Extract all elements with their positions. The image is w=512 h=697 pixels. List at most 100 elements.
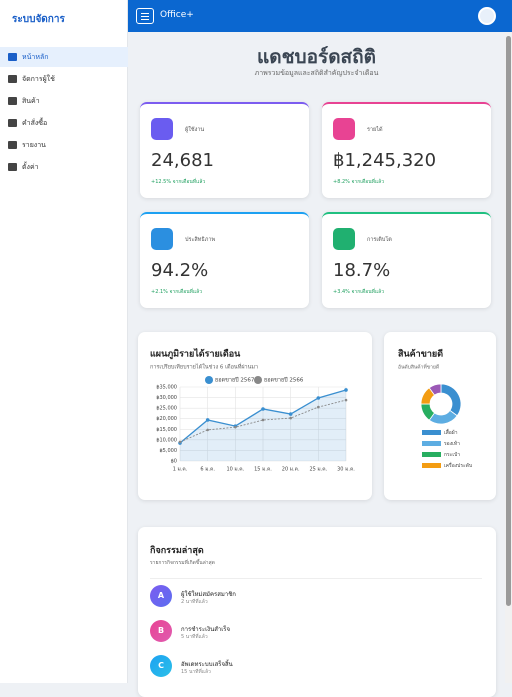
menu-item[interactable]: สินค้า — [0, 91, 128, 111]
y-tick-label: ฿15,000 — [156, 427, 177, 433]
y-tick-label: ฿20,000 — [156, 416, 177, 422]
point — [178, 440, 182, 444]
legend-swatch — [254, 376, 262, 384]
donut-chart: สินค้าขายดีอันดับสินค้าที่ขายดีเสื้อผ้าร… — [397, 349, 472, 480]
stat-card: ผู้ใช้งาน 24,681 +12.5% จากเดือนที่แล้ว — [140, 102, 309, 198]
menu-item[interactable]: คำสั่งซื้อ — [0, 113, 128, 133]
menu-icon — [8, 141, 17, 149]
x-tick-label: 1 ม.ค. — [173, 467, 188, 473]
legend-swatch — [422, 430, 441, 435]
page-title: แดชบอร์ดสถิติ — [257, 46, 376, 68]
line-chart: แผนภูมิรายได้รายเดือนการเปรียบเทียบรายได… — [150, 348, 355, 473]
y-tick-label: ฿25,000 — [156, 406, 177, 412]
activity-item-title: อัพเดทระบบเสร็จสิ้น — [181, 661, 233, 668]
donut-slice — [428, 383, 442, 396]
legend-swatch — [422, 463, 441, 468]
stat-value: 18.7% — [333, 260, 391, 281]
area — [180, 389, 346, 461]
legend-swatch — [422, 474, 441, 479]
chart-title: แผนภูมิรายได้รายเดือน — [150, 348, 241, 360]
point — [316, 396, 321, 400]
legend-label: เสื้อผ้า — [444, 427, 458, 436]
menu-icon — [8, 75, 17, 83]
legend-label: รองเท้า — [444, 440, 460, 447]
menu-item[interactable]: จัดการผู้ใช้ — [0, 69, 128, 89]
x-tick-label: 15 ม.ค. — [254, 467, 272, 473]
point — [289, 416, 292, 420]
x-tick-label: 25 ม.ค. — [309, 467, 327, 473]
x-tick-label: 10 ม.ค. — [226, 467, 244, 473]
sidebar: ระบบจัดการหน้าหลักจัดการผู้ใช้สินค้าคำสั… — [0, 0, 128, 683]
scroll-thumb[interactable] — [506, 36, 511, 606]
stat-value: 94.2% — [151, 260, 209, 281]
point — [234, 425, 237, 429]
point — [344, 398, 348, 402]
stat-label: ผู้ใช้งาน — [185, 127, 205, 133]
legend-label: ยอดขายปี 2567 — [215, 377, 255, 384]
legend-label: อื่นๆ — [444, 473, 453, 480]
chart-title: สินค้าขายดี — [397, 349, 443, 360]
y-tick-label: ฿35,000 — [156, 385, 177, 391]
point — [344, 388, 348, 392]
menu-icon — [8, 119, 17, 127]
menu-label: สินค้า — [22, 97, 40, 105]
topbar: Office+ — [128, 0, 512, 32]
menu-label: หน้าหลัก — [22, 53, 49, 61]
stat-value: ฿1,245,320 — [333, 150, 437, 171]
stat-label: การเติบโต — [367, 237, 392, 243]
point — [261, 418, 265, 422]
menu-item[interactable]: หน้าหลัก — [0, 47, 128, 67]
sidebar-title: ระบบจัดการ — [12, 14, 65, 25]
menu-icon — [8, 53, 17, 61]
menu-item[interactable]: รายงาน — [0, 135, 128, 155]
activity-item-time: 2 นาทีที่แล้ว — [181, 599, 208, 605]
legend-label: กระเป๋า — [444, 451, 460, 458]
page-subtitle: ภาพรวมข้อมูลและสถิติสำคัญประจำเดือน — [254, 69, 379, 77]
activity-card: กิจกรรมล่าสุด รายการกิจกรรมที่เกิดขึ้นล่า… — [138, 527, 496, 697]
activity-title: กิจกรรมล่าสุด — [150, 546, 204, 556]
pie-card: สินค้าขายดี อันดับสินค้าที่ขายดี เสื้อผ้าร… — [384, 332, 496, 500]
point — [206, 428, 209, 432]
stat-card: ประสิทธิภาพ 94.2% +2.1% จากเดือนที่แล้ว — [140, 212, 309, 308]
point — [317, 405, 320, 409]
stat-icon — [151, 228, 173, 250]
point — [261, 407, 265, 411]
stat-change: +8.2% จากเดือนที่แล้ว — [333, 179, 385, 185]
chart-subtitle: การเปรียบเทียบรายได้ในช่วง 6 เดือนที่ผ่า… — [150, 363, 258, 371]
point — [205, 418, 210, 422]
x-tick-label: 30 ม.ค. — [337, 467, 355, 473]
menu-item[interactable]: ตั้งค่า — [0, 157, 128, 177]
y-tick-label: ฿30,000 — [156, 395, 177, 401]
legend-swatch — [205, 376, 213, 384]
x-tick-label: 6 ม.ค. — [200, 467, 215, 473]
profile-icon[interactable] — [478, 7, 496, 25]
scrollbar[interactable] — [505, 32, 512, 683]
menu-icon — [8, 97, 17, 105]
stat-change: +12.5% จากเดือนที่แล้ว — [151, 179, 206, 185]
stat-label: ประสิทธิภาพ — [185, 237, 216, 243]
stat-card: การเติบโต 18.7% +3.4% จากเดือนที่แล้ว — [322, 212, 491, 308]
activity-item-title: ผู้ใช้ใหม่สมัครสมาชิก — [181, 591, 236, 598]
divider — [150, 578, 482, 579]
stat-label: รายได้ — [367, 127, 383, 133]
brand: Office+ — [160, 10, 194, 20]
y-tick-label: ฿0 — [171, 459, 177, 465]
stat-icon — [151, 118, 173, 140]
legend-swatch — [422, 441, 441, 446]
chart-card: แผนภูมิรายได้รายเดือนการเปรียบเทียบรายได… — [138, 332, 372, 500]
stat-icon — [333, 228, 355, 250]
stat-change: +3.4% จากเดือนที่แล้ว — [333, 289, 385, 295]
legend-label: เครื่องประดับ — [444, 462, 472, 469]
x-tick-label: 20 ม.ค. — [282, 467, 300, 473]
menu-button[interactable] — [136, 8, 154, 24]
stat-icon — [333, 118, 355, 140]
menu-icon — [8, 163, 17, 171]
avatar: A — [150, 585, 172, 607]
activity-item-time: 5 นาทีที่แล้ว — [181, 634, 208, 640]
menu-label: รายงาน — [22, 141, 46, 149]
avatar: C — [150, 655, 172, 677]
activity-item-time: 15 นาทีที่แล้ว — [181, 669, 211, 675]
stat-change: +2.1% จากเดือนที่แล้ว — [151, 289, 203, 295]
